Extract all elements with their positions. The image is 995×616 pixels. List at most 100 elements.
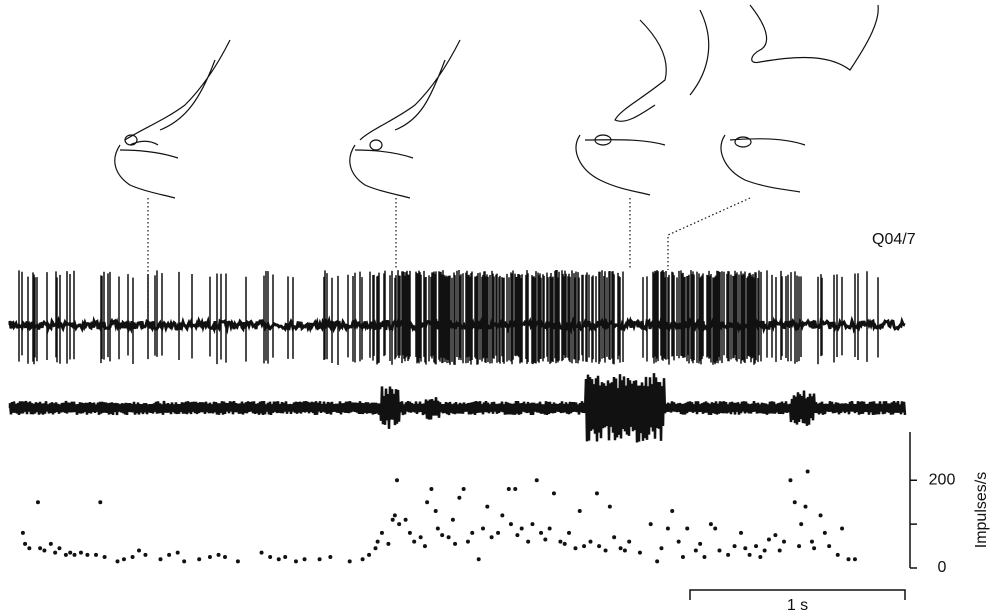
data-point bbox=[436, 527, 440, 531]
data-point bbox=[376, 540, 380, 544]
data-point bbox=[412, 540, 416, 544]
data-point bbox=[386, 542, 390, 546]
hand-drawings bbox=[115, 5, 878, 318]
data-point bbox=[670, 509, 674, 513]
data-point bbox=[36, 500, 40, 504]
data-point bbox=[823, 531, 827, 535]
data-point bbox=[530, 522, 534, 526]
data-point bbox=[778, 548, 782, 552]
data-point bbox=[535, 478, 539, 482]
data-point bbox=[419, 535, 423, 539]
data-point bbox=[283, 555, 287, 559]
data-point bbox=[223, 555, 227, 559]
data-point bbox=[73, 553, 77, 557]
data-point bbox=[434, 509, 438, 513]
data-point bbox=[758, 555, 762, 559]
data-point bbox=[328, 555, 332, 559]
data-point bbox=[702, 555, 706, 559]
data-point bbox=[380, 531, 384, 535]
data-point bbox=[666, 527, 670, 531]
data-point bbox=[429, 487, 433, 491]
data-point bbox=[425, 500, 429, 504]
data-point bbox=[739, 531, 743, 535]
data-point bbox=[159, 557, 163, 561]
data-point bbox=[597, 544, 601, 548]
data-point bbox=[23, 542, 27, 546]
hand-drawing bbox=[576, 135, 665, 195]
data-point bbox=[260, 551, 264, 555]
data-point bbox=[137, 548, 141, 552]
data-point bbox=[507, 487, 511, 491]
hand-drawing bbox=[615, 10, 709, 121]
hand-drawing bbox=[115, 135, 178, 198]
data-point bbox=[500, 513, 504, 517]
data-point bbox=[197, 557, 201, 561]
data-point bbox=[453, 542, 457, 546]
data-point bbox=[782, 540, 786, 544]
data-point bbox=[788, 478, 792, 482]
figure: Q04/7 Impulses/s 02001 s bbox=[0, 0, 995, 616]
data-point bbox=[709, 522, 713, 526]
data-point bbox=[681, 555, 685, 559]
spike-train bbox=[19, 270, 878, 365]
data-point bbox=[748, 553, 752, 557]
data-point bbox=[470, 531, 474, 535]
data-point bbox=[374, 546, 378, 550]
data-point bbox=[85, 553, 89, 557]
data-point bbox=[582, 544, 586, 548]
data-point bbox=[208, 555, 212, 559]
data-point bbox=[627, 540, 631, 544]
data-point bbox=[68, 551, 72, 555]
data-point bbox=[552, 491, 556, 495]
data-point bbox=[131, 555, 135, 559]
data-point bbox=[685, 527, 689, 531]
data-point bbox=[520, 527, 524, 531]
data-point bbox=[447, 535, 451, 539]
data-point bbox=[649, 522, 653, 526]
data-point bbox=[799, 522, 803, 526]
data-point bbox=[526, 540, 530, 544]
data-point bbox=[767, 537, 771, 541]
hand-drawing bbox=[360, 40, 460, 140]
data-point bbox=[451, 518, 455, 522]
data-point bbox=[457, 496, 461, 500]
data-point bbox=[367, 553, 371, 557]
data-point bbox=[563, 542, 567, 546]
data-point bbox=[623, 548, 627, 552]
data-point bbox=[619, 546, 623, 550]
data-point bbox=[496, 531, 500, 535]
data-point bbox=[733, 544, 737, 548]
unit-label: Q04/7 bbox=[872, 231, 916, 248]
data-point bbox=[812, 546, 816, 550]
data-point bbox=[595, 491, 599, 495]
data-point bbox=[49, 542, 53, 546]
data-point bbox=[103, 555, 107, 559]
data-point bbox=[268, 555, 272, 559]
y-tick-label: 200 bbox=[929, 471, 956, 488]
data-point bbox=[98, 500, 102, 504]
data-point bbox=[485, 505, 489, 509]
data-point bbox=[64, 553, 68, 557]
data-point bbox=[481, 527, 485, 531]
data-point bbox=[38, 546, 42, 550]
data-point bbox=[573, 546, 577, 550]
hand-drawing bbox=[350, 140, 413, 198]
data-point bbox=[638, 551, 642, 555]
data-point bbox=[440, 533, 444, 537]
data-point bbox=[116, 559, 120, 563]
data-point bbox=[543, 537, 547, 541]
y-axis-label: Impulses/s bbox=[973, 472, 990, 548]
data-point bbox=[182, 559, 186, 563]
data-point bbox=[294, 559, 298, 563]
data-point bbox=[567, 531, 571, 535]
data-point bbox=[42, 548, 46, 552]
data-point bbox=[548, 527, 552, 531]
data-point bbox=[763, 548, 767, 552]
data-point bbox=[303, 557, 307, 561]
data-point bbox=[79, 551, 83, 555]
data-point bbox=[726, 553, 730, 557]
data-point bbox=[167, 553, 171, 557]
data-point bbox=[853, 557, 857, 561]
data-point bbox=[393, 513, 397, 517]
data-point bbox=[509, 522, 513, 526]
